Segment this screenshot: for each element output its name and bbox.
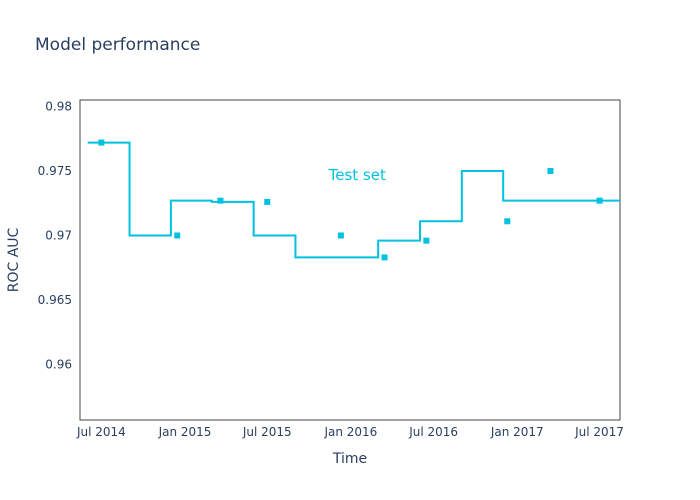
data-point-marker [547, 167, 554, 174]
data-point-marker [423, 237, 430, 244]
series-markers [98, 139, 603, 261]
x-tick-label: Jul 2017 [574, 425, 624, 439]
x-tick-label: Jan 2015 [158, 425, 212, 439]
data-point-marker [381, 254, 388, 261]
series-line-test-set [87, 141, 620, 259]
plot-frame [79, 99, 621, 421]
x-tick-label: Jul 2016 [408, 425, 458, 439]
x-tick-label: Jul 2014 [76, 425, 126, 439]
y-tick-label: 0.965 [38, 293, 72, 307]
x-tick-label: Jan 2016 [323, 425, 377, 439]
x-axis: Jul 2014 Jan 2015 Jul 2015 Jan 2016 Jul 2016… [76, 425, 624, 439]
x-tick-label: Jul 2015 [242, 425, 292, 439]
chart-title: Model performance [35, 35, 200, 55]
data-point-marker [174, 232, 181, 239]
y-axis-title: ROC AUC [6, 227, 22, 292]
data-point-marker [98, 139, 105, 146]
data-point-marker [264, 198, 271, 205]
data-point-marker [504, 218, 511, 225]
y-tick-label: 0.97 [45, 228, 72, 242]
data-point-marker [217, 197, 224, 204]
data-point-marker [337, 232, 344, 239]
series-annotation: Test set [328, 166, 386, 184]
data-point-marker [596, 197, 603, 204]
x-axis-title: Time [332, 451, 367, 467]
y-tick-label: 0.96 [45, 358, 72, 372]
x-tick-label: Jan 2017 [490, 425, 544, 439]
y-tick-label: 0.975 [38, 164, 72, 178]
y-tick-label: 0.98 [45, 99, 72, 113]
y-axis: 0.96 0.965 0.97 0.975 0.98 [38, 99, 72, 371]
